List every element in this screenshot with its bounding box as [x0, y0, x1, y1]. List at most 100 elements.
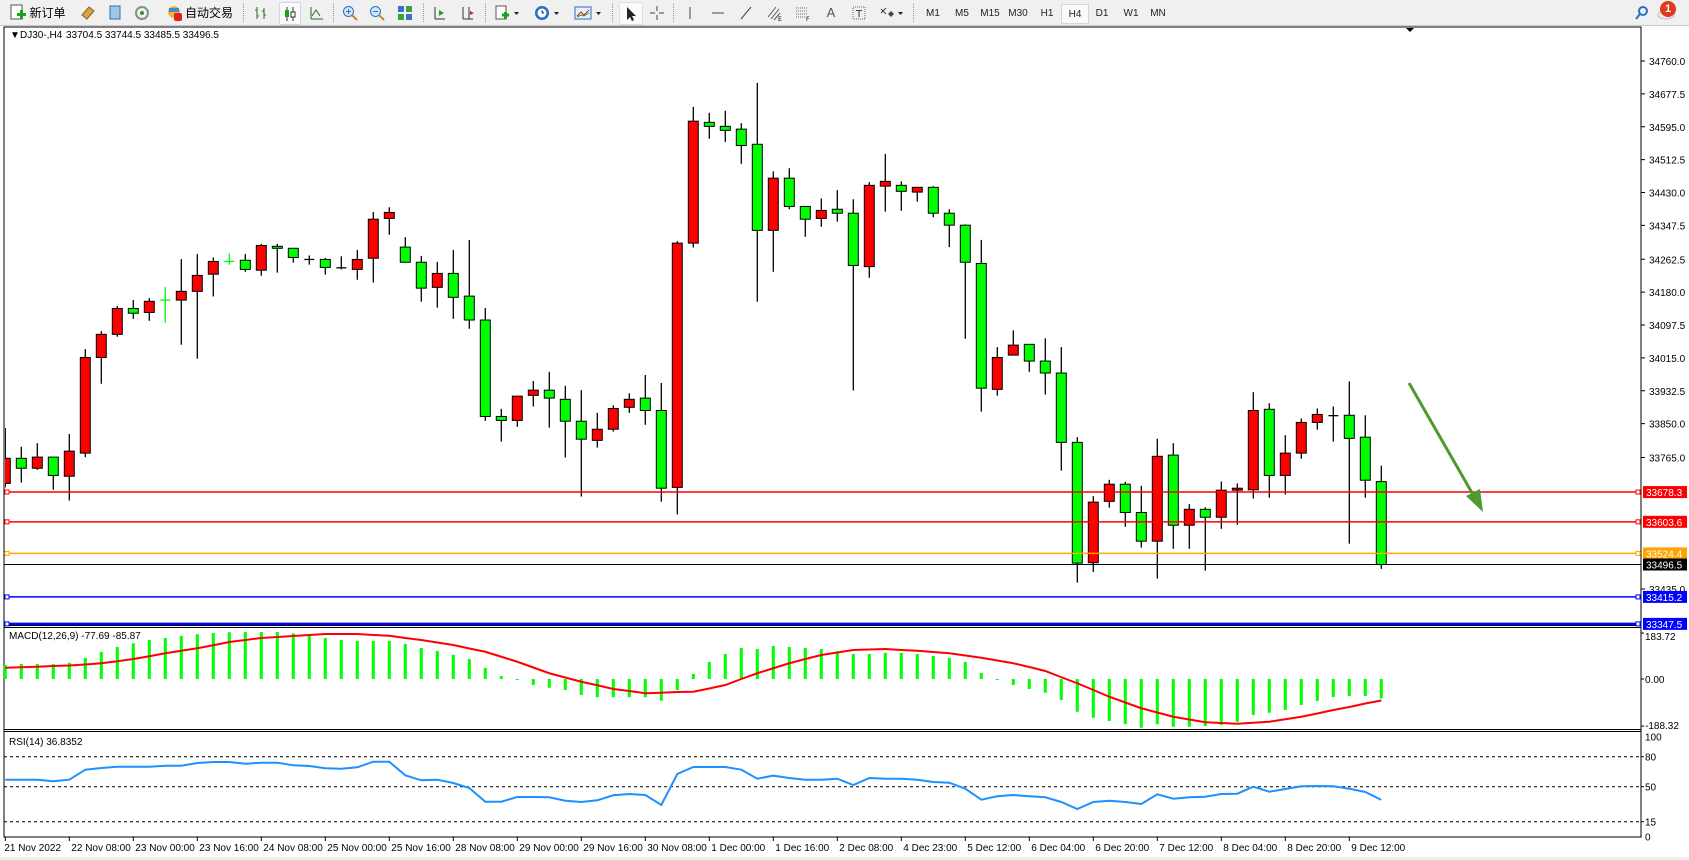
- candle[interactable]: [15, 446, 27, 483]
- candle[interactable]: [687, 106, 699, 248]
- candlestick-icon[interactable]: [279, 2, 301, 25]
- candle[interactable]: [95, 331, 107, 384]
- candle[interactable]: [511, 395, 523, 427]
- candle[interactable]: [639, 375, 651, 425]
- candle[interactable]: [1295, 418, 1307, 459]
- candle[interactable]: [207, 257, 219, 297]
- level-handle[interactable]: [1635, 594, 1641, 600]
- rsi-pane[interactable]: 100 80 50 15 0: [4, 733, 1662, 844]
- periods-button[interactable]: [532, 2, 562, 23]
- candle[interactable]: [975, 239, 987, 412]
- candle[interactable]: [47, 456, 59, 490]
- candle[interactable]: [239, 253, 251, 272]
- candle[interactable]: [415, 255, 427, 302]
- candle[interactable]: [863, 182, 875, 278]
- timeframe-h4[interactable]: H4: [1061, 4, 1089, 24]
- candle[interactable]: [847, 199, 859, 391]
- candle[interactable]: [1151, 438, 1163, 579]
- candle[interactable]: [319, 257, 331, 275]
- candle[interactable]: [1215, 481, 1227, 529]
- candle[interactable]: [623, 393, 635, 413]
- candle[interactable]: [367, 212, 379, 283]
- candle[interactable]: [351, 249, 363, 280]
- candle[interactable]: [175, 259, 187, 345]
- candle[interactable]: [1039, 338, 1051, 395]
- candle[interactable]: [703, 112, 715, 139]
- candle[interactable]: [1007, 330, 1019, 356]
- candle[interactable]: [735, 123, 747, 164]
- indicators-button[interactable]: [492, 2, 522, 23]
- candle[interactable]: [191, 253, 203, 359]
- candle[interactable]: [911, 186, 923, 202]
- horizontal-line-icon[interactable]: [708, 2, 728, 23]
- candle[interactable]: [431, 261, 443, 308]
- candle[interactable]: [255, 243, 267, 276]
- bar-chart-icon[interactable]: [251, 2, 271, 23]
- candle[interactable]: [559, 385, 571, 458]
- candle[interactable]: [783, 168, 795, 210]
- candle[interactable]: [943, 209, 955, 248]
- timeframe-w1[interactable]: W1: [1123, 7, 1139, 19]
- candle[interactable]: [655, 382, 667, 502]
- timeframe-m15[interactable]: M15: [980, 7, 1000, 19]
- market-watch-icon[interactable]: [78, 2, 98, 23]
- candle[interactable]: [1311, 408, 1323, 430]
- candle[interactable]: [1279, 435, 1291, 495]
- candle[interactable]: [1071, 437, 1083, 583]
- candle[interactable]: [447, 249, 459, 319]
- level-handle[interactable]: [4, 594, 10, 600]
- level-handle[interactable]: [1635, 621, 1641, 627]
- candle[interactable]: [815, 198, 827, 227]
- vertical-line-icon[interactable]: [680, 2, 700, 23]
- candle[interactable]: [160, 286, 171, 323]
- equidistant-channel-icon[interactable]: E: [765, 2, 785, 23]
- cursor-icon[interactable]: [619, 2, 643, 25]
- candle[interactable]: [543, 371, 555, 428]
- candle[interactable]: [1087, 496, 1099, 572]
- timeframe-m1[interactable]: M1: [926, 7, 940, 19]
- candle[interactable]: [463, 239, 475, 329]
- candle[interactable]: [799, 205, 811, 237]
- timeframe-mn[interactable]: MN: [1150, 7, 1166, 19]
- candle[interactable]: [719, 110, 731, 142]
- zoom-in-icon[interactable]: [340, 2, 360, 23]
- level-handle[interactable]: [1635, 519, 1641, 525]
- candle[interactable]: [1055, 347, 1067, 471]
- candle[interactable]: [1167, 443, 1179, 549]
- candle[interactable]: [831, 190, 843, 222]
- auto-trading-button[interactable]: 自动交易: [160, 2, 238, 23]
- price-pane[interactable]: 34760.0 34677.5 34595.0 34512.5 34430.0 34347…: [0, 57, 1687, 631]
- candle[interactable]: [1263, 403, 1275, 498]
- candle[interactable]: [1119, 481, 1131, 527]
- candle[interactable]: [79, 349, 91, 458]
- candle[interactable]: [336, 256, 347, 270]
- timeframe-m5[interactable]: M5: [955, 7, 969, 19]
- candle[interactable]: [575, 390, 587, 497]
- candle[interactable]: [767, 171, 779, 272]
- new-order-button[interactable]: 新订单: [4, 2, 72, 23]
- zoom-out-icon[interactable]: [367, 2, 387, 23]
- templates-button[interactable]: [572, 2, 604, 23]
- candle[interactable]: [143, 298, 155, 321]
- candle[interactable]: [1359, 415, 1371, 498]
- candle[interactable]: [0, 428, 11, 488]
- level-handle[interactable]: [4, 489, 10, 495]
- timeframe-m30[interactable]: M30: [1008, 7, 1028, 19]
- candle[interactable]: [495, 408, 507, 442]
- candle[interactable]: [991, 347, 1003, 396]
- candle[interactable]: [607, 405, 619, 432]
- candle[interactable]: [287, 247, 299, 263]
- data-window-icon[interactable]: [105, 2, 125, 23]
- text-icon[interactable]: A: [826, 5, 836, 20]
- chart-shift-marker[interactable]: [1406, 28, 1414, 32]
- candle[interactable]: [879, 153, 891, 212]
- candle[interactable]: [1328, 406, 1339, 442]
- crosshair-icon[interactable]: [647, 2, 667, 23]
- text-label-icon[interactable]: T: [849, 2, 869, 23]
- candle[interactable]: [1231, 483, 1243, 525]
- trendline-icon[interactable]: [736, 2, 756, 23]
- candle[interactable]: [127, 300, 139, 319]
- candle[interactable]: [1183, 504, 1195, 549]
- timeframe-h1[interactable]: H1: [1040, 7, 1054, 19]
